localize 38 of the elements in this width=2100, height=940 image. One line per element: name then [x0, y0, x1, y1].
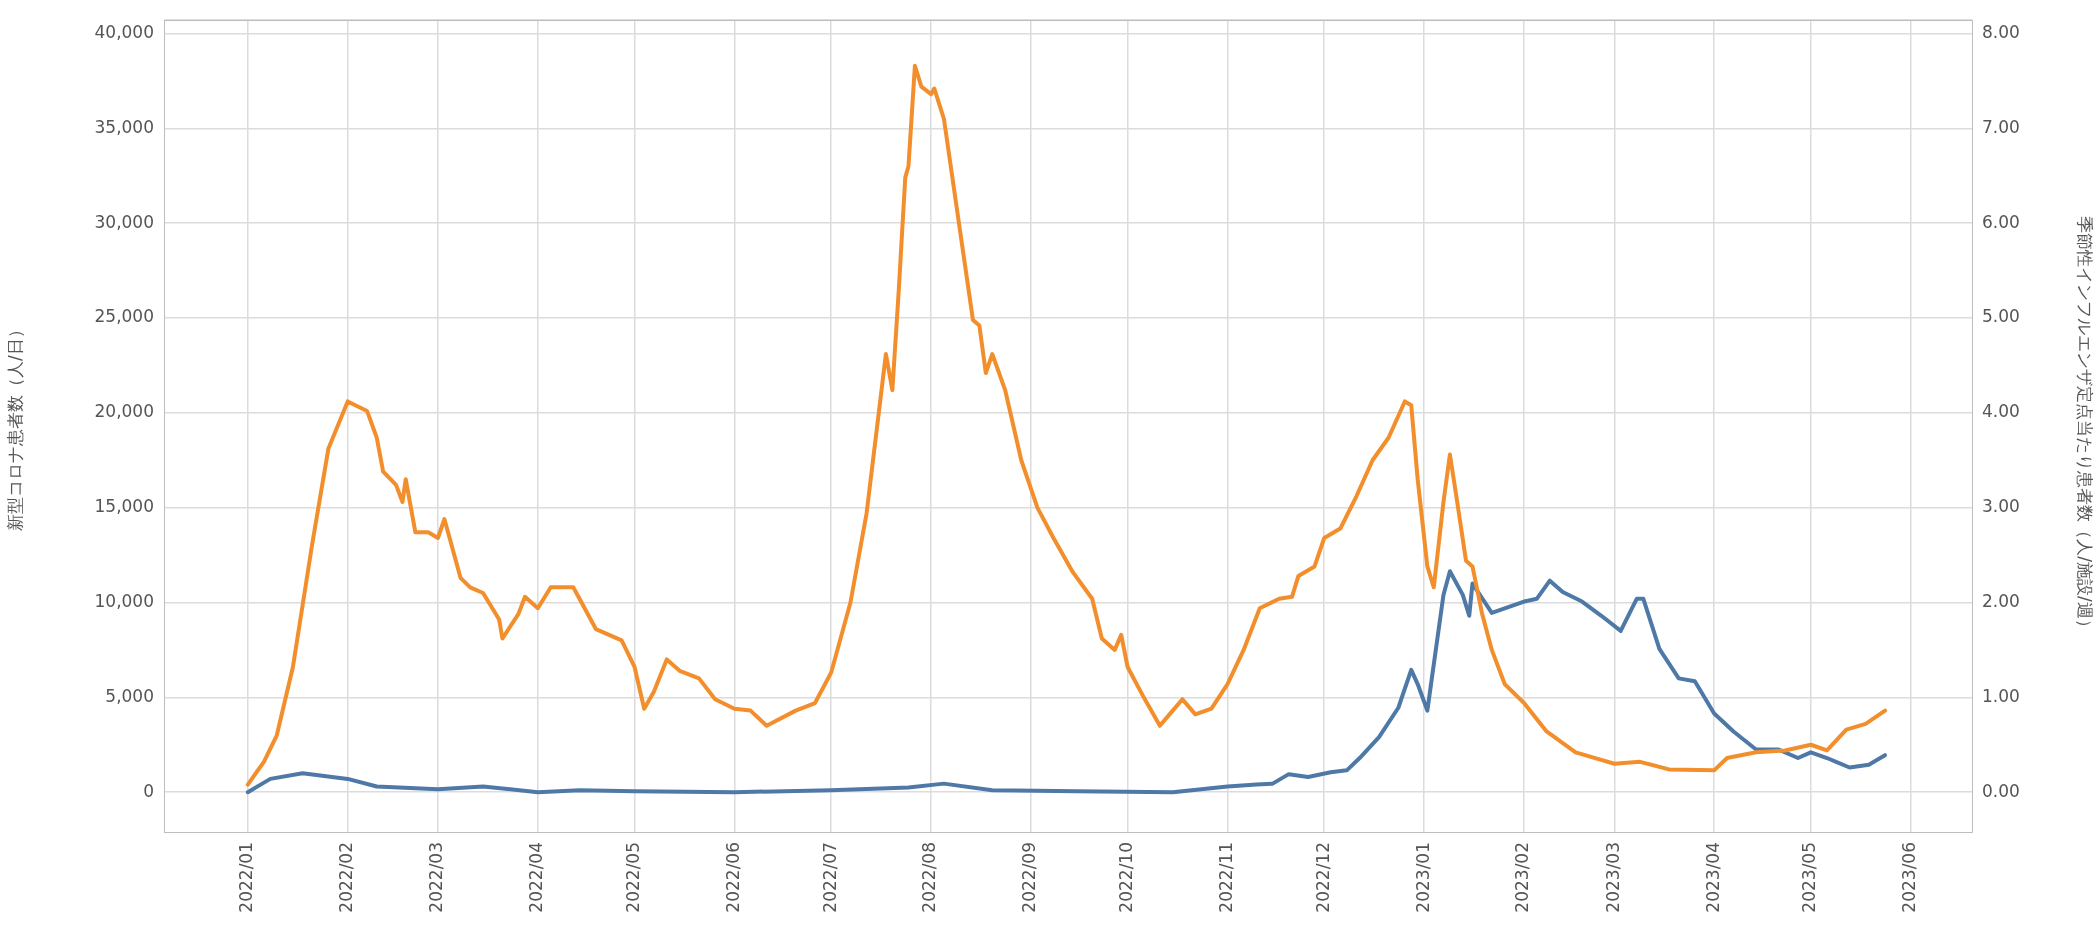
y-tick-label: 30,000	[94, 211, 154, 232]
y2-tick-label: 3.00	[1982, 496, 2020, 517]
y2-tick-label: 8.00	[1982, 21, 2020, 42]
x-tick-label: 2022/06	[722, 842, 743, 913]
x-tick-label: 2023/01	[1412, 842, 1433, 913]
x-tick-label: 2023/04	[1702, 842, 1723, 913]
x-tick-label: 2022/01	[236, 842, 257, 913]
y-tick-label: 35,000	[94, 116, 154, 137]
y-axis-title: 新型コロナ患者数（人/日）	[4, 321, 25, 531]
x-tick-label: 2022/11	[1215, 842, 1236, 913]
x-tick-label: 2022/10	[1116, 842, 1137, 913]
y2-tick-label: 6.00	[1982, 211, 2020, 232]
y-tick-label: 20,000	[94, 401, 154, 422]
x-tick-label: 2023/06	[1899, 842, 1920, 913]
x-tick-label: 2022/07	[819, 842, 840, 913]
y-tick-label: 15,000	[94, 496, 154, 517]
x-tick-label: 2022/04	[526, 842, 547, 913]
y-tick-label: 25,000	[94, 306, 154, 327]
x-tick-label: 2023/05	[1799, 842, 1820, 913]
x-tick-label: 2022/12	[1312, 842, 1333, 913]
y2-tick-label: 0.00	[1982, 780, 2020, 801]
x-tick-label: 2023/03	[1602, 842, 1623, 913]
y2-tick-label: 5.00	[1982, 306, 2020, 327]
y-tick-label: 10,000	[94, 590, 154, 611]
x-tick-label: 2022/03	[426, 842, 447, 913]
x-tick-label: 2022/05	[622, 842, 643, 913]
y-tick-label: 0	[143, 780, 154, 801]
y-tick-label: 40,000	[94, 21, 154, 42]
y2-tick-label: 4.00	[1982, 401, 2020, 422]
y2-tick-label: 7.00	[1982, 116, 2020, 137]
y2-axis-title: 季節性インフルエンザ定点当たり患者数（人/施設/週）	[2075, 216, 2096, 636]
x-tick-label: 2023/02	[1512, 842, 1533, 913]
x-tick-label: 2022/09	[1019, 842, 1040, 913]
y-tick-label: 5,000	[105, 685, 154, 706]
x-tick-label: 2022/08	[919, 842, 940, 913]
y2-tick-label: 1.00	[1982, 685, 2020, 706]
y2-tick-label: 2.00	[1982, 590, 2020, 611]
x-tick-label: 2022/02	[336, 842, 357, 913]
